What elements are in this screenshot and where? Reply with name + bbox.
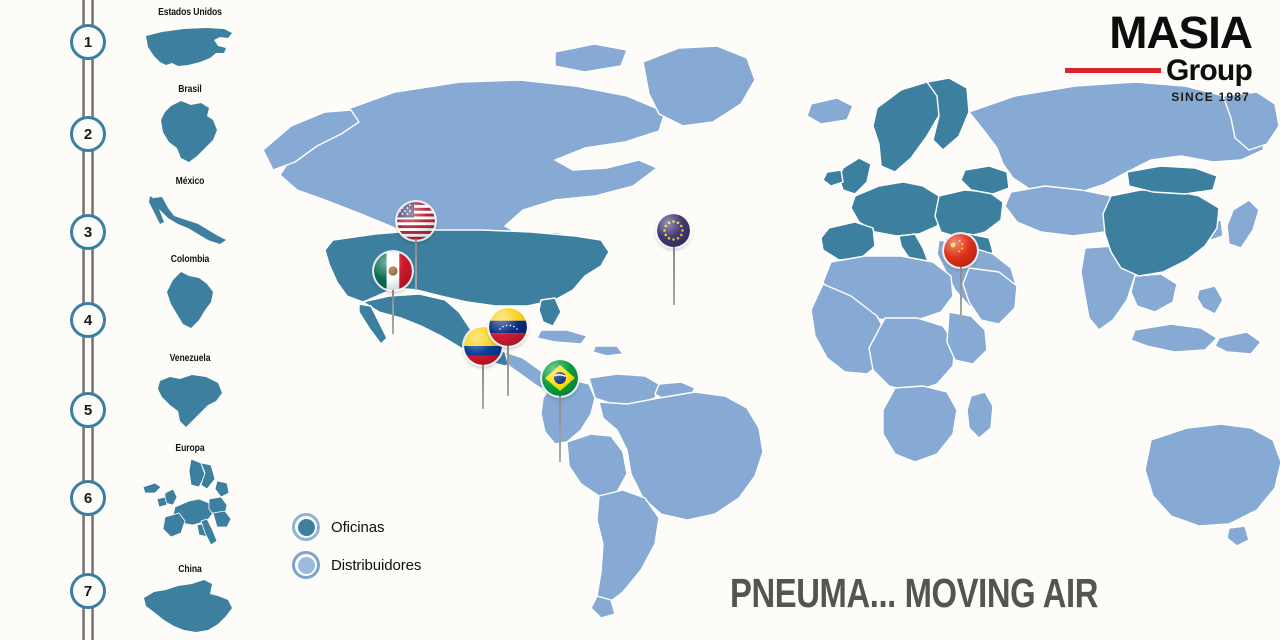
land-russia [968, 81, 1268, 195]
land-mongolia [1126, 165, 1218, 195]
land-finland [926, 77, 970, 151]
land-brazil [598, 391, 764, 521]
sidebar-label-colombia: Colombia [170, 254, 210, 265]
land-patagonia [590, 595, 616, 619]
sidebar-shape-venezuela [110, 365, 270, 433]
logo-red-bar [1065, 68, 1161, 74]
map-legend: Oficinas Distribuidores [292, 508, 421, 584]
sidebar-shape-usa [110, 20, 270, 75]
timeline-node-4[interactable]: 4 [70, 302, 106, 338]
land-iceland [806, 97, 854, 125]
land-central-europe [934, 189, 1004, 239]
legend-label-distribuidores: Distribuidores [331, 556, 422, 574]
legend-label-oficinas: Oficinas [331, 518, 385, 536]
timeline-node-5[interactable]: 5 [70, 392, 106, 428]
us-flag-icon [397, 202, 435, 240]
land-tasmania [1226, 525, 1250, 547]
legend-item-oficinas[interactable]: Oficinas [292, 508, 421, 546]
land-usa-florida [538, 297, 562, 327]
sidebar-label-europa: Europa [175, 443, 205, 454]
sidebar-label-brasil: Brasil [178, 84, 202, 95]
map-pin-china[interactable] [944, 234, 977, 323]
map-pin-estados-unidos[interactable] [397, 202, 435, 290]
sidebar-shape-china [110, 576, 270, 638]
land-east-africa [946, 311, 988, 365]
sidebar-shape-colombia [110, 266, 270, 338]
land-indonesia [1130, 323, 1218, 353]
tagline: PNEUMA... MOVING AIR [730, 570, 1098, 616]
land-west-europe [850, 181, 946, 237]
land-sea [1130, 273, 1178, 313]
land-alaska [262, 109, 360, 171]
land-baja [358, 303, 388, 345]
timeline-node-6[interactable]: 6 [70, 480, 106, 516]
land-chile-argentina [596, 489, 660, 605]
land-scandinavia [872, 81, 944, 173]
land-madagascar [966, 391, 994, 439]
land-venezuela [588, 373, 660, 405]
map-pin-europa[interactable] [657, 214, 690, 305]
sidebar-shape-europe [110, 455, 270, 555]
land-hispaniola [592, 345, 624, 357]
logo-wordmark: MASIA [1109, 7, 1253, 58]
land-philippines [1196, 285, 1224, 315]
legend-marker-distributor-icon [292, 551, 320, 579]
land-central-africa [868, 317, 956, 393]
timeline-node-1[interactable]: 1 [70, 24, 106, 60]
pin-stick [507, 346, 509, 396]
sidebar-label-venezuela: Venezuela [169, 353, 211, 364]
pin-stick [559, 396, 561, 462]
masia-group-logo[interactable]: MASIA Group SINCE 1987 [1032, 10, 1253, 104]
legend-item-distribuidores[interactable]: Distribuidores [292, 546, 421, 584]
pin-stick [959, 267, 962, 323]
logo-since-text: SINCE 1987 [1171, 89, 1250, 104]
land-colombia [540, 379, 596, 445]
land-baltics [960, 165, 1010, 195]
map-pin-venezuela[interactable] [489, 308, 527, 396]
land-ireland [822, 169, 844, 187]
land-cuba [536, 329, 588, 345]
sidebar-shape-brazil [110, 96, 270, 168]
land-usa [324, 229, 610, 307]
eu-flag-icon [657, 214, 690, 247]
pin-stick [672, 247, 675, 305]
country-timeline-sidebar: Estados Unidos Brasil México Colombia [0, 0, 280, 640]
ve-flag-icon [489, 308, 527, 346]
map-pin-mexico[interactable] [374, 252, 412, 334]
land-south-africa [882, 385, 958, 463]
legend-marker-office-icon [292, 513, 320, 541]
timeline-node-2[interactable]: 2 [70, 116, 106, 152]
land-canada-islands [554, 43, 628, 73]
timeline-node-3[interactable]: 3 [70, 214, 106, 250]
pin-stick [392, 290, 394, 334]
mx-flag-icon [374, 252, 412, 290]
land-siberia-east [1222, 91, 1280, 151]
land-png [1214, 331, 1262, 355]
land-arabia [962, 267, 1018, 325]
cn-flag-icon [944, 234, 977, 267]
logo-subwordmark: Group [1166, 53, 1253, 87]
land-peru-bolivia [566, 433, 628, 497]
pin-stick [415, 240, 417, 290]
land-uk [838, 157, 872, 195]
sidebar-shape-mexico [110, 188, 270, 250]
sidebar-label-china: China [178, 564, 202, 575]
sidebar-label-mexico: México [175, 176, 205, 187]
land-china [1102, 189, 1220, 277]
sidebar-label-estados-unidos: Estados Unidos [158, 7, 222, 18]
land-australia [1144, 423, 1280, 527]
map-pin-brasil[interactable] [542, 360, 578, 462]
land-japan [1226, 199, 1260, 249]
land-iberia [820, 221, 876, 261]
land-greenland [642, 45, 756, 127]
pin-stick [482, 365, 484, 409]
br-flag-icon [542, 360, 578, 396]
timeline-node-7[interactable]: 7 [70, 573, 106, 609]
